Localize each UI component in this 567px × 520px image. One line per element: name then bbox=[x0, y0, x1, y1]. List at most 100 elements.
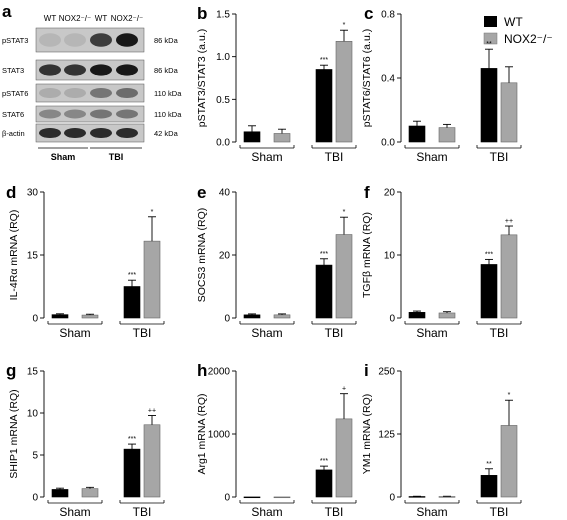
bar-tbi-nox2 bbox=[335, 418, 353, 498]
panel-letter-i: i bbox=[364, 361, 369, 380]
y-tick-label: 0.4 bbox=[381, 74, 395, 85]
bar-tbi-nox2 bbox=[500, 234, 518, 319]
group-label-sham: Sham bbox=[59, 505, 90, 519]
bar-tbi-wt bbox=[315, 69, 333, 143]
blot-kda-label: 42 kDa bbox=[154, 129, 179, 138]
y-tick-label: 20 bbox=[219, 251, 231, 262]
legend-swatch-wt bbox=[484, 16, 497, 27]
y-tick-label: 0.0 bbox=[216, 138, 230, 149]
blot-band bbox=[64, 64, 86, 76]
blot-group-sham: Sham bbox=[51, 152, 76, 162]
y-tick-label: 30 bbox=[27, 188, 39, 199]
blot-lane-label: NOX2⁻/⁻ bbox=[111, 14, 143, 23]
group-label-sham: Sham bbox=[251, 150, 282, 164]
significance-label: ** bbox=[486, 461, 492, 468]
y-tick-label: 1.5 bbox=[216, 10, 230, 21]
panel-letter-b: b bbox=[197, 4, 207, 23]
y-tick-label: 0.8 bbox=[381, 10, 395, 21]
legend-label-nox2: NOX2⁻/⁻ bbox=[504, 32, 553, 46]
y-tick-label: 10 bbox=[384, 251, 396, 262]
panel-letter-h: h bbox=[197, 361, 207, 380]
chart-panel-g: g 0 5 10 15 SHIP1 mRNA (RQ) *** ++ Sham TBI bbox=[6, 361, 165, 519]
blot-row-label: β-actin bbox=[2, 129, 25, 138]
bar-tbi-wt bbox=[123, 286, 141, 319]
blot-kda-label: 86 kDa bbox=[154, 36, 179, 45]
group-label-tbi: TBI bbox=[133, 505, 152, 519]
y-tick-label: 10 bbox=[27, 409, 39, 420]
significance-label: *** bbox=[128, 272, 136, 279]
group-label-sham: Sham bbox=[416, 505, 447, 519]
blot-band bbox=[39, 87, 61, 99]
blot-band bbox=[39, 109, 61, 119]
y-tick-label: 0.0 bbox=[381, 138, 395, 149]
bar-tbi-nox2 bbox=[335, 234, 353, 319]
significance-label: + bbox=[342, 386, 346, 393]
significance-label: ** bbox=[486, 41, 492, 48]
y-tick-label: 0 bbox=[32, 493, 38, 504]
bar-sham-nox2 bbox=[81, 314, 99, 319]
chart-panel-c: c 0.0 0.4 0.8 pSTAT6/STAT6 (a.u.) ** Sham TBI bbox=[361, 4, 522, 164]
panel-letter-d: d bbox=[6, 183, 16, 202]
y-axis-label: YM1 mRNA (RQ) bbox=[361, 394, 373, 475]
bar-tbi-wt bbox=[480, 264, 498, 319]
blot-band bbox=[116, 127, 138, 139]
legend-label-wt: WT bbox=[504, 15, 523, 29]
blot-band bbox=[116, 87, 138, 99]
group-label-sham: Sham bbox=[59, 326, 90, 340]
y-tick-label: 0 bbox=[224, 314, 230, 325]
y-axis-label: SOCS3 mRNA (RQ) bbox=[196, 208, 208, 303]
blot-band bbox=[64, 127, 86, 139]
bar-sham-nox2 bbox=[273, 133, 291, 143]
significance-label: * bbox=[343, 209, 346, 216]
bar-sham-wt bbox=[408, 312, 426, 319]
blot-band bbox=[90, 127, 112, 139]
blot-kda-label: 110 kDa bbox=[154, 89, 182, 98]
bar-sham-wt bbox=[51, 314, 69, 319]
legend-swatch-nox2 bbox=[483, 32, 498, 45]
bar-sham-wt bbox=[243, 496, 261, 499]
y-tick-label: 0.5 bbox=[216, 95, 230, 106]
panel-letter-f: f bbox=[364, 183, 370, 202]
significance-label: * bbox=[151, 209, 154, 216]
significance-label: * bbox=[343, 22, 346, 29]
significance-label: *** bbox=[128, 436, 136, 443]
blot-band bbox=[39, 33, 61, 47]
y-tick-label: 2000 bbox=[208, 367, 231, 378]
group-label-tbi: TBI bbox=[490, 150, 509, 164]
blot-band bbox=[116, 33, 138, 47]
blot-band bbox=[39, 64, 61, 76]
chart-panel-h: h 0 1000 2000 Arg1 mRNA (RQ) *** + Sham TBI bbox=[196, 361, 357, 519]
bar-sham-nox2 bbox=[273, 496, 291, 499]
panel-letter-e: e bbox=[197, 183, 206, 202]
blot-kda-label: 86 kDa bbox=[154, 66, 179, 75]
blot-band bbox=[90, 109, 112, 119]
blot-row-label: STAT6 bbox=[2, 110, 24, 119]
bar-tbi-wt bbox=[315, 264, 333, 319]
blot-group-tbi: TBI bbox=[109, 152, 124, 162]
blot-band bbox=[90, 64, 112, 76]
panel-letter-c: c bbox=[364, 4, 373, 23]
significance-label: ++ bbox=[505, 218, 513, 225]
y-tick-label: 0 bbox=[32, 314, 38, 325]
y-tick-label: 15 bbox=[27, 367, 39, 378]
western-blot-panel: a WT NOX2⁻/⁻ WT NOX2⁻/⁻ pSTAT3 86 kDa STAT… bbox=[2, 2, 182, 162]
group-label-sham: Sham bbox=[251, 505, 282, 519]
blot-band bbox=[116, 109, 138, 119]
group-label-tbi: TBI bbox=[490, 326, 509, 340]
blot-row-label: pSTAT3 bbox=[2, 36, 28, 45]
blot-band bbox=[39, 127, 61, 139]
y-axis-label: Arg1 mRNA (RQ) bbox=[196, 393, 208, 474]
significance-label: ++ bbox=[148, 408, 156, 415]
y-tick-label: 40 bbox=[219, 188, 231, 199]
bar-tbi-nox2 bbox=[500, 82, 518, 143]
group-label-sham: Sham bbox=[416, 326, 447, 340]
bar-sham-nox2 bbox=[273, 314, 291, 319]
chart-panel-f: f 0 10 20 TGFβ mRNA (RQ) *** ++ Sham TBI bbox=[361, 183, 522, 340]
bar-sham-nox2 bbox=[438, 312, 456, 319]
bar-tbi-wt bbox=[480, 68, 498, 143]
bar-tbi-nox2 bbox=[335, 41, 353, 143]
